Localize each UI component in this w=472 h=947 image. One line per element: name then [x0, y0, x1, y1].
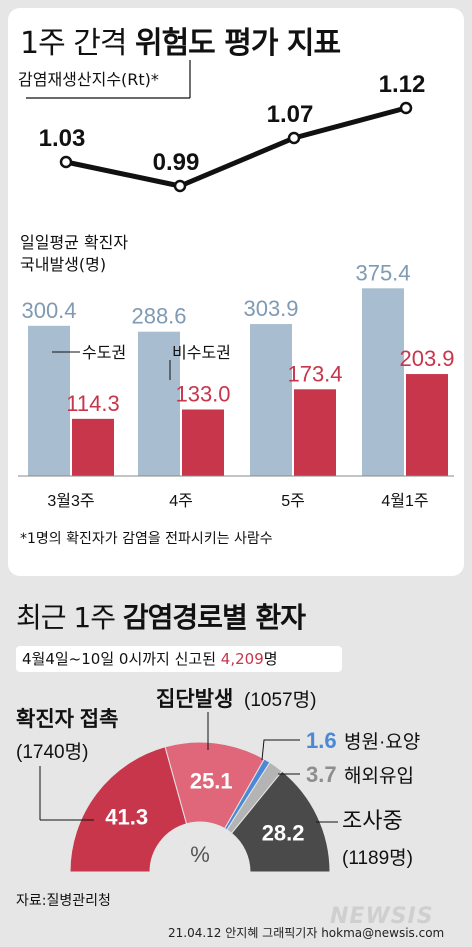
bar-value-label: 288.6: [131, 304, 186, 329]
rt-value-label: 1.03: [39, 125, 86, 152]
rt-point: [59, 155, 73, 169]
percent-sign: %: [190, 842, 210, 867]
label-investigating-count: (1189명): [342, 847, 413, 869]
bar-value-label: 303.9: [243, 296, 298, 321]
bar-value-label: 300.4: [21, 298, 76, 323]
rt-point: [287, 131, 301, 145]
bar-value-label: 375.4: [355, 260, 410, 285]
daily-cases-label: 일일평균 확진자 국내발생(명): [20, 233, 129, 274]
bar-capital: [250, 324, 292, 476]
donut-value-label: 25.1: [190, 769, 233, 794]
credit: 21.04.12 안지혜 그래픽기자 hokma@newsis.com: [168, 926, 445, 940]
donut-value-label: 41.3: [105, 804, 148, 829]
rt-line: [65, 105, 407, 189]
label-cluster-count: (1057명): [244, 689, 316, 711]
donut-value-label: 28.2: [262, 821, 305, 846]
donut-slice: [69, 746, 188, 873]
bar-value-label: 203.9: [399, 346, 454, 371]
label-hospital: 병원·요양: [344, 731, 420, 753]
category-label: 3월3주: [47, 492, 94, 510]
legend-capital: 수도권: [82, 344, 126, 362]
rt-value-label: 0.99: [153, 149, 200, 176]
bar-value-label: 114.3: [66, 391, 119, 416]
label-contact-count: (1740명): [16, 741, 88, 763]
donut-slice: [230, 770, 331, 873]
bar-noncapital: [72, 418, 114, 476]
bar-capital: [362, 288, 404, 476]
source: 자료:질병관리청: [16, 893, 111, 909]
label-investigating: 조사중: [342, 808, 403, 833]
section-title: 최근 1주 감염경로별 환자: [16, 601, 306, 634]
bar-capital: [138, 331, 180, 476]
newsis-logo: NEWSIS: [330, 904, 434, 929]
rt-point: [399, 101, 413, 115]
label-cluster: 집단발생: [156, 688, 233, 711]
legend-noncapital: 비수도권: [172, 344, 231, 362]
label-overseas: 해외유입: [344, 765, 414, 787]
cases-summary: 4월4일~10일 0시까지 신고된 4,209명: [16, 646, 342, 672]
rt-value-label: 1.07: [267, 101, 314, 128]
cases-number: 4,209: [220, 650, 264, 668]
rt-value-label: 1.12: [379, 71, 426, 98]
page-title: 1주 간격 위험도 평가 지표: [20, 26, 341, 61]
bar-capital: [28, 325, 70, 476]
category-label: 4주: [169, 493, 193, 510]
rt-point: [173, 179, 187, 193]
bar-value-label: 173.4: [287, 361, 342, 386]
category-label: 4월1주: [381, 492, 428, 510]
bar-value-label: 133.0: [175, 382, 230, 407]
label-contact: 확진자 접촉: [16, 708, 118, 731]
bar-noncapital: [182, 409, 224, 476]
leader-hospital: [261, 739, 300, 761]
category-label: 5주: [281, 493, 305, 510]
bar-noncapital: [294, 389, 336, 476]
footnote: *1명의 확진자가 감염을 전파시키는 사람수: [20, 531, 273, 547]
value-hospital: 1.6: [306, 728, 337, 753]
value-overseas: 3.7: [306, 762, 337, 787]
bar-noncapital: [406, 374, 448, 476]
rt-label: 감염재생산지수(Rt)*: [18, 70, 159, 89]
